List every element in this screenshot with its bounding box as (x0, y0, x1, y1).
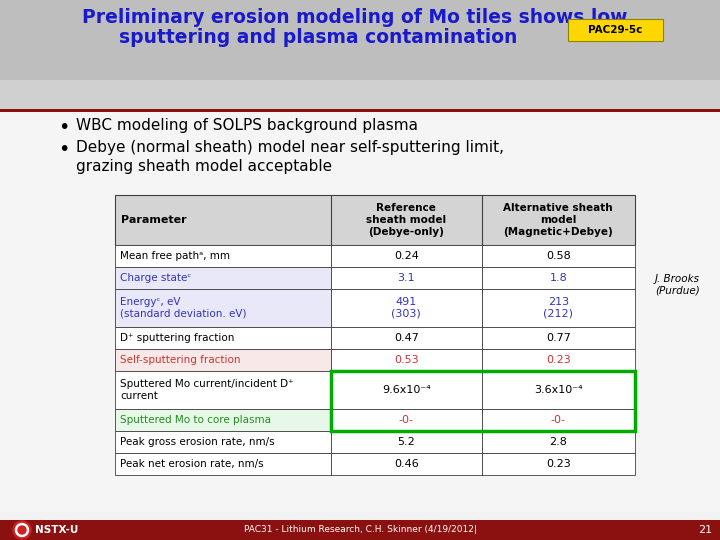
Text: Sputtered Mo to core plasma: Sputtered Mo to core plasma (120, 415, 271, 425)
Text: PAC29-5c: PAC29-5c (588, 25, 642, 35)
Text: Debye (normal sheath) model near self-sputtering limit,: Debye (normal sheath) model near self-sp… (76, 140, 504, 155)
Bar (330, 289, 482, 327)
Bar (115, 267, 330, 289)
Text: Parameter: Parameter (121, 215, 186, 225)
Bar (482, 371, 635, 409)
Text: Reference
sheath model
(Debye-only): Reference sheath model (Debye-only) (366, 204, 446, 237)
Bar (330, 349, 482, 371)
Text: 491
(303): 491 (303) (392, 297, 421, 319)
Text: 5.2: 5.2 (397, 437, 415, 447)
Text: sputtering and plasma contamination: sputtering and plasma contamination (119, 28, 517, 47)
Bar (115, 409, 330, 431)
Circle shape (13, 521, 31, 539)
Text: 0.24: 0.24 (394, 251, 418, 261)
Bar (115, 453, 330, 475)
Text: PAC31 - Lithium Research, C.H. Skinner (4/19/2012|: PAC31 - Lithium Research, C.H. Skinner (… (243, 525, 477, 535)
Bar (482, 267, 635, 289)
Text: 1.8: 1.8 (549, 273, 567, 283)
Text: 9.6x10⁻⁴: 9.6x10⁻⁴ (382, 385, 431, 395)
Text: 0.46: 0.46 (394, 459, 418, 469)
Bar (115, 431, 330, 453)
Text: grazing sheath model acceptable: grazing sheath model acceptable (76, 159, 332, 174)
Circle shape (16, 523, 29, 537)
Text: 0.47: 0.47 (394, 333, 418, 343)
Bar (115, 349, 330, 371)
Bar (330, 371, 482, 409)
Text: Sputtered Mo current/incident D⁺
current: Sputtered Mo current/incident D⁺ current (120, 379, 294, 401)
Bar (115, 289, 330, 327)
Text: 0.77: 0.77 (546, 333, 571, 343)
Text: Peak net erosion rate, nm/s: Peak net erosion rate, nm/s (120, 459, 264, 469)
Bar (330, 453, 482, 475)
Text: 2.8: 2.8 (549, 437, 567, 447)
Text: 21: 21 (698, 525, 712, 535)
Text: D⁺ sputtering fraction: D⁺ sputtering fraction (120, 333, 235, 343)
Bar (115, 327, 330, 349)
Bar (482, 289, 635, 327)
Bar (482, 245, 635, 267)
Text: •: • (58, 118, 69, 137)
Text: -0-: -0- (551, 415, 566, 425)
Text: Mean free pathᵃ, mm: Mean free pathᵃ, mm (120, 251, 230, 261)
Bar (330, 267, 482, 289)
Bar (482, 327, 635, 349)
Text: -0-: -0- (399, 415, 414, 425)
Text: Preliminary erosion modeling of Mo tiles shows low: Preliminary erosion modeling of Mo tiles… (82, 8, 628, 27)
Text: Energyᶜ, eV
(standard deviation. eV): Energyᶜ, eV (standard deviation. eV) (120, 297, 246, 319)
Text: 0.58: 0.58 (546, 251, 571, 261)
Bar (115, 245, 330, 267)
Bar (115, 195, 635, 245)
Text: 0.23: 0.23 (546, 355, 571, 365)
Bar (330, 371, 635, 431)
Bar (330, 245, 482, 267)
Text: 0.23: 0.23 (546, 459, 571, 469)
Bar (330, 431, 482, 453)
Bar (482, 453, 635, 475)
Bar (330, 409, 482, 431)
Text: Alternative sheath
model
(Magnetic+Debye): Alternative sheath model (Magnetic+Debye… (503, 204, 613, 237)
Text: 0.53: 0.53 (394, 355, 418, 365)
Bar (115, 371, 330, 409)
Text: NSTX-U: NSTX-U (35, 525, 78, 535)
Bar (0, 80, 720, 110)
Text: 213
(212): 213 (212) (544, 297, 573, 319)
Text: Peak gross erosion rate, nm/s: Peak gross erosion rate, nm/s (120, 437, 274, 447)
Bar (482, 409, 635, 431)
Bar (330, 327, 482, 349)
Bar (0, 520, 720, 540)
Text: WBC modeling of SOLPS background plasma: WBC modeling of SOLPS background plasma (76, 118, 418, 133)
Bar (0, 109, 720, 112)
Text: Self-sputtering fraction: Self-sputtering fraction (120, 355, 240, 365)
Bar (0, 110, 720, 512)
Bar (568, 19, 663, 41)
Text: J. Brooks
(Purdue): J. Brooks (Purdue) (655, 274, 700, 296)
Text: •: • (58, 140, 69, 159)
Bar (482, 431, 635, 453)
Circle shape (18, 526, 26, 534)
Bar (0, 0, 720, 80)
Text: 3.1: 3.1 (397, 273, 415, 283)
Text: 3.6x10⁻⁴: 3.6x10⁻⁴ (534, 385, 582, 395)
Bar (482, 349, 635, 371)
Text: Charge stateᶜ: Charge stateᶜ (120, 273, 192, 283)
